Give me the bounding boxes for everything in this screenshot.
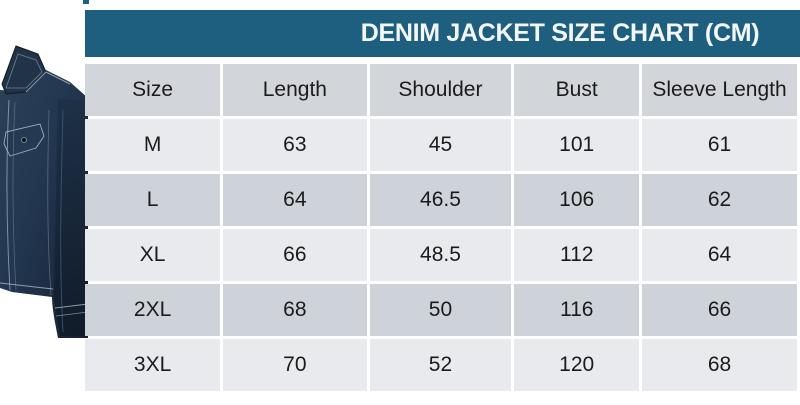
cell-size: 2XL bbox=[85, 284, 221, 336]
pocket-button bbox=[20, 137, 27, 144]
cell-length: 63 bbox=[223, 119, 367, 171]
col-header-length: Length bbox=[223, 64, 367, 116]
col-header-bust: Bust bbox=[514, 64, 640, 116]
cell-bust: 116 bbox=[514, 284, 640, 336]
jacket-sleeve bbox=[54, 98, 88, 336]
table-row-3xl: 3XL 70 52 120 68 bbox=[85, 339, 797, 391]
cell-bust: 112 bbox=[514, 229, 640, 281]
cell-shoulder: 50 bbox=[369, 284, 512, 336]
cell-length: 66 bbox=[223, 229, 367, 281]
cell-size: XL bbox=[85, 229, 221, 281]
table-row-l: L 64 46.5 106 62 bbox=[85, 174, 797, 226]
corner-artifact bbox=[83, 0, 89, 4]
cell-shoulder: 45 bbox=[369, 119, 512, 171]
cell-shoulder: 48.5 bbox=[369, 229, 512, 281]
cell-shoulder: 52 bbox=[369, 339, 512, 391]
cell-bust: 101 bbox=[514, 119, 640, 171]
table-row-2xl: 2XL 68 50 116 66 bbox=[85, 284, 797, 336]
cell-size: 3XL bbox=[85, 339, 221, 391]
cell-size: M bbox=[85, 119, 221, 171]
chart-title-band: DENIM JACKET SIZE CHART (CM) bbox=[85, 10, 800, 57]
col-header-shoulder: Shoulder bbox=[369, 64, 512, 116]
table-row-m: M 63 45 101 61 bbox=[85, 119, 797, 171]
col-header-size: Size bbox=[85, 64, 221, 116]
denim-jacket-photo bbox=[0, 45, 89, 338]
cell-length: 68 bbox=[223, 284, 367, 336]
table-row-xl: XL 66 48.5 112 64 bbox=[85, 229, 797, 281]
chart-title: DENIM JACKET SIZE CHART (CM) bbox=[360, 19, 760, 47]
cell-sleeve: 61 bbox=[642, 119, 797, 171]
cell-length: 70 bbox=[223, 339, 367, 391]
cell-length: 64 bbox=[223, 174, 367, 226]
cell-bust: 106 bbox=[514, 174, 640, 226]
size-table: Size Length Shoulder Bust Sleeve Length … bbox=[82, 61, 800, 394]
cell-sleeve: 62 bbox=[642, 174, 797, 226]
cell-sleeve: 68 bbox=[642, 339, 797, 391]
cell-size: L bbox=[85, 174, 221, 226]
cell-bust: 120 bbox=[514, 339, 640, 391]
col-header-sleeve: Sleeve Length bbox=[642, 64, 797, 116]
cell-shoulder: 46.5 bbox=[369, 174, 512, 226]
cell-sleeve: 66 bbox=[642, 284, 797, 336]
table-header-row: Size Length Shoulder Bust Sleeve Length bbox=[85, 64, 797, 116]
product-photo bbox=[0, 40, 89, 340]
cell-sleeve: 64 bbox=[642, 229, 797, 281]
